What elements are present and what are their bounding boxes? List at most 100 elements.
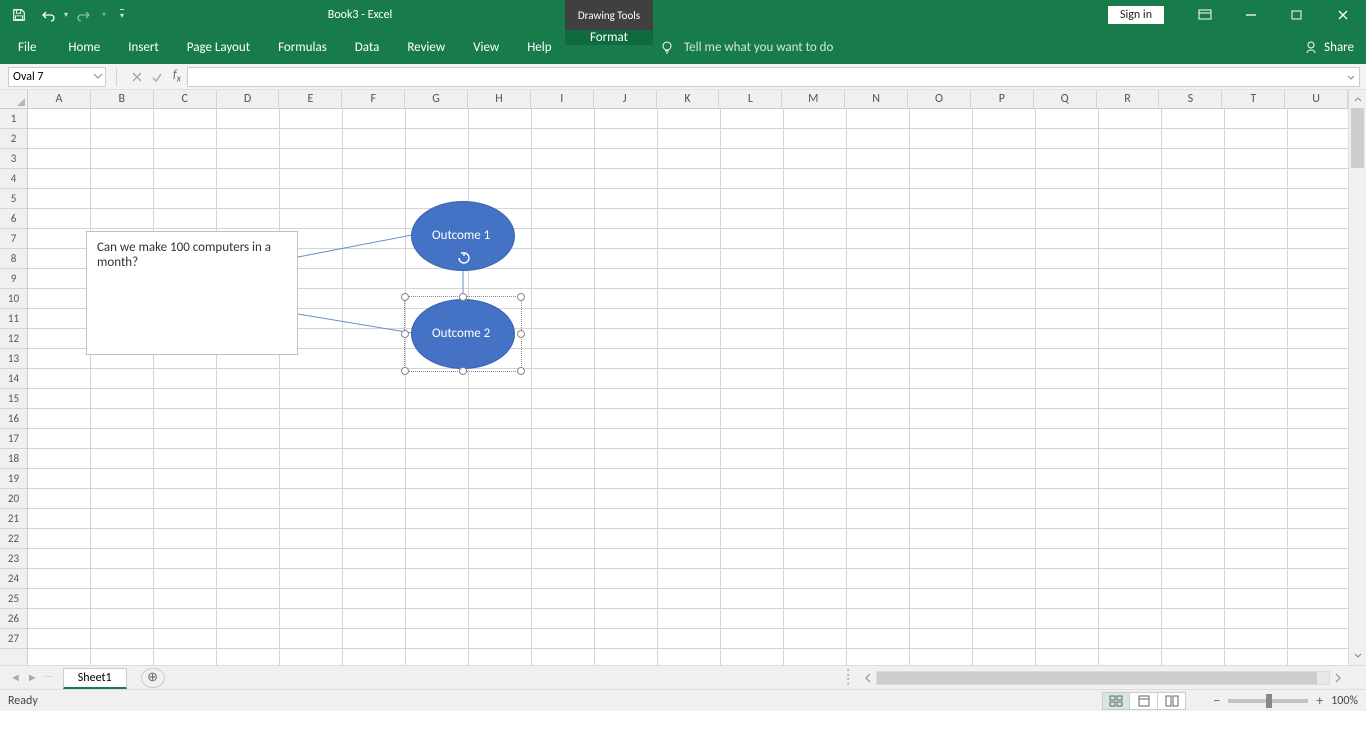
rotate-handle-icon[interactable] [457, 251, 471, 265]
column-header[interactable]: F [342, 90, 405, 108]
column-header[interactable]: Q [1034, 90, 1097, 108]
row-header[interactable]: 27 [0, 629, 27, 649]
tab-data[interactable]: Data [341, 30, 394, 64]
sheet-nav-next[interactable]: ► [27, 671, 38, 684]
row-header[interactable]: 14 [0, 369, 27, 389]
ribbon-display-options[interactable] [1182, 0, 1228, 30]
row-header[interactable]: 10 [0, 289, 27, 309]
tell-me-input[interactable] [684, 40, 884, 55]
resize-handle[interactable] [517, 293, 525, 301]
tab-review[interactable]: Review [393, 30, 459, 64]
column-header[interactable]: B [91, 90, 154, 108]
select-all-button[interactable] [0, 90, 28, 109]
resize-handle[interactable] [517, 330, 525, 338]
zoom-slider-knob[interactable] [1266, 694, 1272, 708]
row-header[interactable]: 1 [0, 109, 27, 129]
textbox-shape[interactable]: Can we make 100 computers in a month? [86, 231, 298, 355]
row-header[interactable]: 26 [0, 609, 27, 629]
vertical-scroll-thumb[interactable] [1351, 108, 1364, 168]
hscroll-thumb[interactable] [877, 672, 1317, 684]
sign-in-button[interactable]: Sign in [1108, 6, 1164, 24]
row-header[interactable]: 19 [0, 469, 27, 489]
redo-button[interactable] [74, 4, 96, 26]
row-header[interactable]: 2 [0, 129, 27, 149]
column-header[interactable]: K [657, 90, 720, 108]
column-header[interactable]: O [908, 90, 971, 108]
page-layout-view-button[interactable] [1130, 692, 1158, 710]
resize-handle[interactable] [517, 367, 525, 375]
row-header[interactable]: 17 [0, 429, 27, 449]
row-header[interactable]: 5 [0, 189, 27, 209]
column-header[interactable]: R [1097, 90, 1160, 108]
undo-button[interactable] [36, 4, 58, 26]
resize-handle[interactable] [459, 367, 467, 375]
column-header[interactable]: I [531, 90, 594, 108]
undo-dropdown-icon[interactable]: ▾ [64, 10, 68, 20]
cancel-formula-button[interactable] [127, 67, 147, 87]
column-header[interactable]: H [468, 90, 531, 108]
scroll-left-button[interactable] [860, 671, 876, 685]
row-header[interactable]: 11 [0, 309, 27, 329]
row-header[interactable]: 4 [0, 169, 27, 189]
page-break-view-button[interactable] [1158, 692, 1186, 710]
name-box-dropdown-icon[interactable] [93, 71, 103, 81]
row-header[interactable]: 6 [0, 209, 27, 229]
row-header[interactable]: 23 [0, 549, 27, 569]
row-header[interactable]: 15 [0, 389, 27, 409]
redo-dropdown-icon[interactable]: ▾ [102, 10, 106, 20]
zoom-out-button[interactable]: − [1213, 692, 1220, 709]
close-button[interactable] [1320, 0, 1366, 30]
row-header[interactable]: 22 [0, 529, 27, 549]
hscroll-track[interactable] [876, 671, 1330, 685]
resize-handle[interactable] [401, 330, 409, 338]
row-header[interactable]: 25 [0, 589, 27, 609]
expand-formula-bar[interactable] [1342, 67, 1360, 87]
row-header[interactable]: 21 [0, 509, 27, 529]
tab-page-layout[interactable]: Page Layout [173, 30, 264, 64]
tab-help[interactable]: Help [513, 30, 565, 64]
column-header[interactable]: U [1285, 90, 1348, 108]
tab-file[interactable]: File [0, 30, 54, 64]
formula-input[interactable] [187, 67, 1342, 87]
zoom-slider[interactable] [1228, 699, 1308, 703]
scroll-right-button[interactable] [1330, 671, 1346, 685]
zoom-in-button[interactable]: + [1316, 692, 1323, 709]
oval-outcome-1[interactable]: Outcome 1 [411, 201, 515, 271]
row-header[interactable]: 13 [0, 349, 27, 369]
column-header[interactable]: G [405, 90, 468, 108]
column-header[interactable]: N [845, 90, 908, 108]
column-header[interactable]: E [279, 90, 342, 108]
tab-insert[interactable]: Insert [114, 30, 173, 64]
sheet-nav-prev[interactable]: ◄ [10, 671, 21, 684]
scroll-down-button[interactable] [1349, 647, 1366, 665]
column-header[interactable]: T [1222, 90, 1285, 108]
column-header[interactable]: M [782, 90, 845, 108]
normal-view-button[interactable] [1102, 692, 1130, 710]
fx-icon[interactable]: fx [173, 68, 181, 84]
save-button[interactable] [8, 4, 30, 26]
row-header[interactable]: 12 [0, 329, 27, 349]
row-header[interactable]: 9 [0, 269, 27, 289]
tab-format[interactable]: Format [565, 30, 653, 45]
row-header[interactable]: 16 [0, 409, 27, 429]
maximize-button[interactable] [1274, 0, 1320, 30]
column-header[interactable]: A [28, 90, 91, 108]
sheet-tab[interactable]: Sheet1 [63, 668, 127, 689]
resize-handle[interactable] [401, 293, 409, 301]
column-header[interactable]: J [594, 90, 657, 108]
enter-formula-button[interactable] [147, 67, 167, 87]
column-header[interactable]: C [154, 90, 217, 108]
scroll-up-button[interactable] [1349, 90, 1366, 108]
row-header[interactable]: 8 [0, 249, 27, 269]
qat-customize-icon[interactable]: ▾ [120, 9, 124, 21]
resize-handle[interactable] [459, 293, 467, 301]
connector-1[interactable] [28, 109, 1348, 665]
tab-home[interactable]: Home [54, 30, 114, 64]
new-sheet-button[interactable]: ⊕ [141, 668, 165, 688]
row-header[interactable]: 20 [0, 489, 27, 509]
tab-view[interactable]: View [459, 30, 513, 64]
sheet-nav-menu[interactable]: ⋯ [44, 671, 53, 684]
name-box[interactable] [13, 70, 85, 84]
column-header[interactable]: P [971, 90, 1034, 108]
row-header[interactable]: 7 [0, 229, 27, 249]
